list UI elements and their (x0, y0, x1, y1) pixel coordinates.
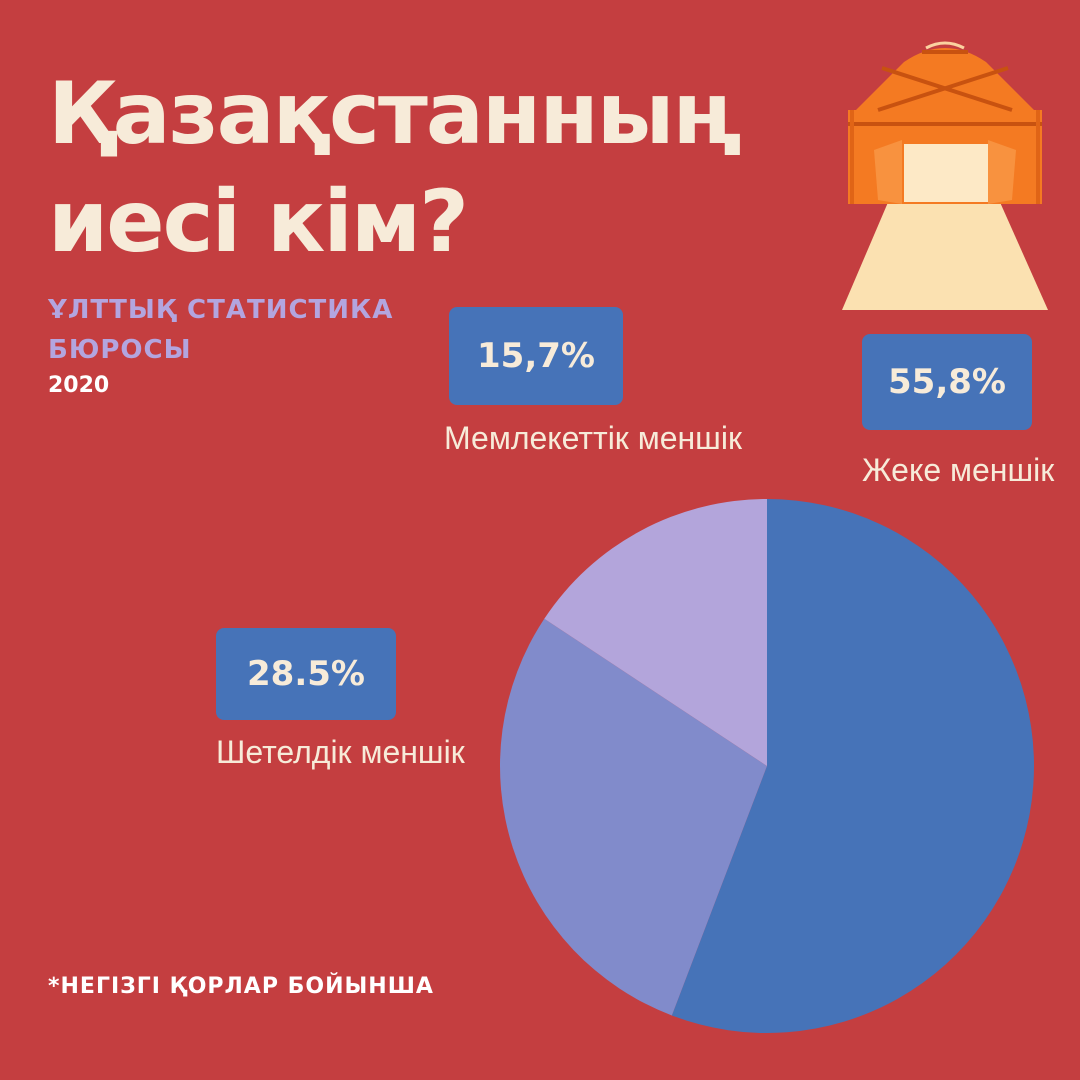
title-line-1: Қазақстанның (48, 64, 742, 164)
label-state: Мемлекеттік меншік (444, 420, 742, 456)
badge-private: 55,8% (862, 334, 1032, 430)
yurt-icon (842, 41, 1048, 310)
title: Қазақстанның иесі кім? (48, 60, 828, 276)
label-foreign: Шетелдік меншік (216, 734, 465, 770)
pie-slice-1 (499, 618, 767, 1016)
footnote: *НЕГІЗГІ ҚОРЛАР БОЙЫНША (48, 974, 434, 999)
badge-foreign: 28.5% (216, 628, 396, 720)
pie-slice-0 (671, 499, 1034, 1033)
title-line-2: иесі кім? (48, 172, 469, 272)
year-label: 2020 (48, 373, 110, 398)
source-label: ҰЛТТЫҚ СТАТИСТИКА БЮРОСЫ (48, 295, 394, 365)
label-private: Жеке меншік (862, 452, 1055, 488)
pie-slice-2 (544, 499, 767, 766)
badge-state: 15,7% (449, 307, 623, 405)
